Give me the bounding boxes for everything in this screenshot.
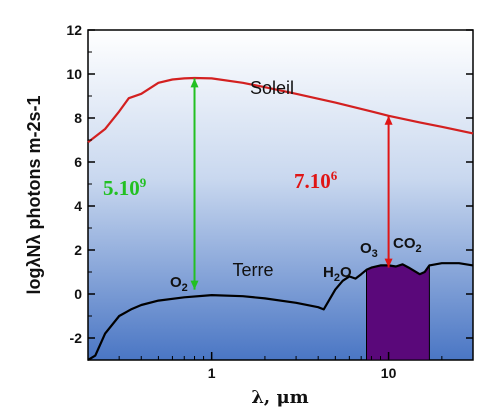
absorption-band	[366, 263, 430, 361]
green-ratio-arrow-head-bottom	[190, 280, 199, 290]
earth-curve-label: Terre	[232, 260, 273, 280]
o2-label: O2	[170, 274, 188, 294]
y-tick-label: 10	[66, 66, 82, 82]
y-tick-label: 6	[74, 154, 82, 170]
red-ratio-arrow-head-top	[384, 115, 393, 125]
y-tick-label: 2	[74, 242, 82, 258]
y-tick-label: 4	[74, 198, 82, 214]
green-ratio-label: 5.109	[103, 175, 147, 200]
o3-label: O3	[360, 240, 378, 260]
red-ratio-label: 7.106	[294, 168, 338, 193]
y-axis-label: logλNλ photons m-2s-1	[24, 95, 44, 294]
y-tick-label: 12	[66, 22, 82, 38]
green-ratio-arrow-head-top	[190, 78, 199, 88]
sun-curve-label: Soleil	[250, 78, 294, 98]
h2o-label: H2O	[323, 264, 352, 284]
y-tick-label: 8	[74, 110, 82, 126]
y-tick-label: -2	[70, 330, 83, 346]
earth-spectrum-line	[87, 262, 474, 361]
red-ratio-arrow-head-bottom	[384, 258, 393, 268]
co2-label: CO2	[393, 235, 422, 255]
x-tick-label: 10	[381, 365, 397, 381]
x-axis-label: λ, μm	[251, 387, 308, 408]
y-tick-label: 0	[74, 286, 82, 302]
x-tick-label: 1	[208, 365, 216, 381]
